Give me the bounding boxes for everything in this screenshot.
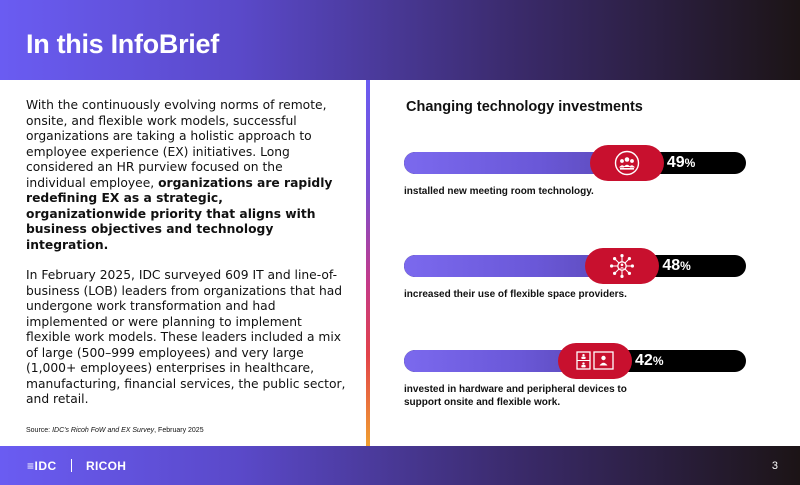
icon-pill (589, 145, 664, 181)
icon-pill (585, 248, 660, 284)
page-number: 3 (771, 460, 778, 472)
stat-bar-fill (404, 255, 623, 277)
intro-p1-plain: With the continuously evolving norms of … (26, 98, 327, 190)
page-title: In this InfoBrief (26, 29, 219, 59)
stat-label: increased their use of flexible space pr… (404, 289, 627, 300)
stat-label: invested in hardware and peripheral devi… (404, 384, 627, 408)
network-people-icon (610, 254, 635, 278)
section-title: Changing technology investments (406, 99, 643, 115)
idc-logo: ≡IDC (27, 459, 57, 473)
source-prefix: Source: (26, 427, 53, 434)
devices-icon (576, 351, 614, 370)
stat-label: installed new meeting room technology. (404, 186, 594, 197)
stat-bar: 49% (404, 145, 746, 181)
stat-percent: 42% (635, 352, 664, 369)
meeting-group-icon (614, 150, 640, 176)
header-banner: In this InfoBrief (0, 0, 800, 80)
intro-paragraph-2: In February 2025, IDC surveyed 609 IT an… (26, 268, 346, 406)
ricoh-logo: RICOH (86, 459, 127, 473)
footer-banner: ≡IDC RICOH 3 (0, 446, 800, 485)
intro-text: With the continuously evolving norms of … (26, 98, 346, 408)
source-suffix: , February 2025 (154, 427, 204, 434)
column-divider (366, 80, 370, 446)
stat-bar-fill (404, 152, 627, 174)
stat-bar-fill (404, 350, 596, 372)
source-title: IDC's Ricoh FoW and EX Survey (52, 427, 155, 434)
intro-paragraph-1: With the continuously evolving norms of … (26, 98, 346, 253)
source-note: Source: IDC's Ricoh FoW and EX Survey, F… (26, 427, 204, 434)
logo-separator (71, 459, 72, 472)
icon-pill (558, 343, 633, 379)
stat-percent: 49% (666, 154, 696, 171)
stat-bar: 42% (404, 343, 746, 379)
stat-percent: 48% (662, 257, 691, 274)
intro-p1-bold: organizations are rapidly redefining EX … (26, 175, 333, 252)
stat-bar: 48% (404, 248, 746, 284)
